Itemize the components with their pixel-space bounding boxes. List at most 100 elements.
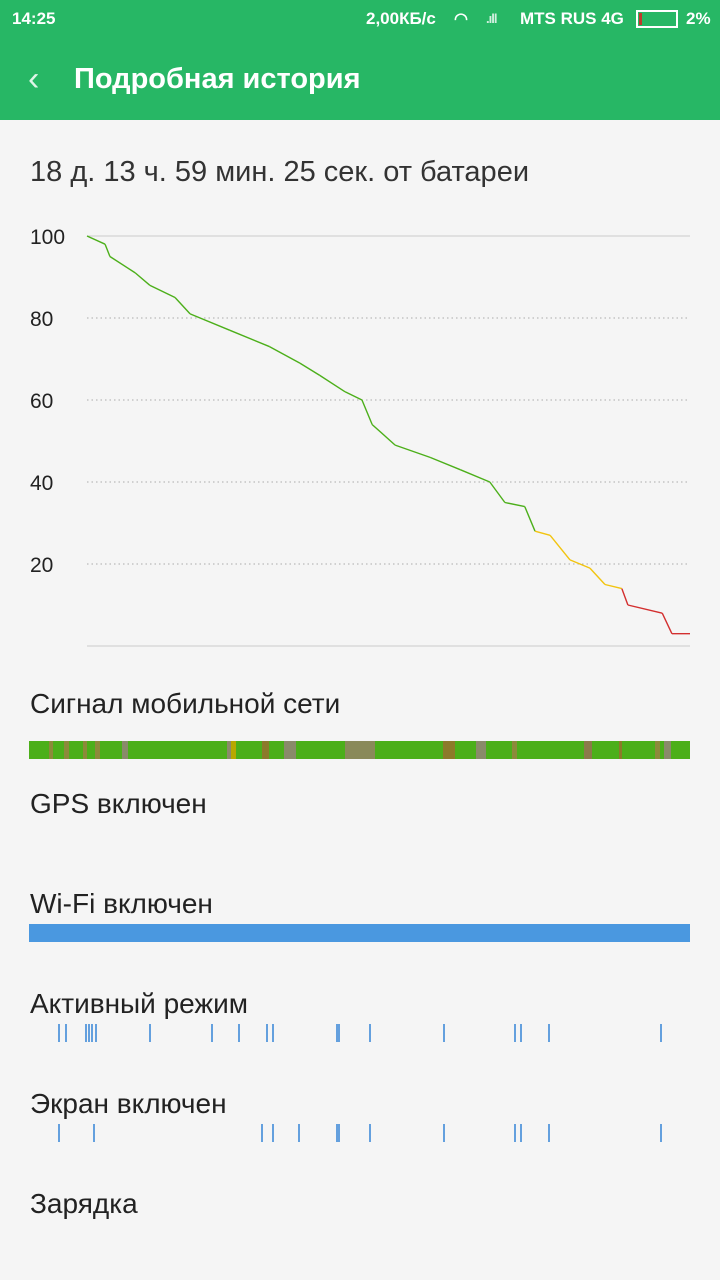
- screen-tick: [368, 1124, 371, 1142]
- screen-tick: [442, 1124, 445, 1142]
- signal-label: Сигнал мобильной сети: [30, 688, 341, 719]
- battery-line-segment: [149, 284, 176, 299]
- signal-segment: [95, 741, 100, 759]
- network-speed: 2,00КБ/с: [366, 9, 436, 28]
- y-tick-label: 40: [30, 472, 53, 495]
- battery-duration: 18 д. 13 ч. 59 мин. 25 сек. от батареи: [30, 156, 530, 188]
- signal-segment: [82, 741, 88, 759]
- battery-line-segment: [429, 456, 461, 471]
- signal-segment: [344, 741, 376, 759]
- active-tick: [91, 1024, 94, 1042]
- signal-segment: [261, 741, 269, 759]
- screen-tick: [58, 1124, 61, 1142]
- battery-line-segment: [104, 243, 111, 257]
- signal-segment: [475, 741, 486, 759]
- battery-line-segment: [504, 501, 525, 508]
- signal-segment: [512, 741, 517, 759]
- active-tick: [266, 1024, 269, 1042]
- battery-line-segment: [524, 506, 536, 532]
- battery-line-segment: [299, 362, 321, 376]
- active-tick: [547, 1024, 550, 1042]
- status-bar: 14:25 2,00КБ/с ◠ .ıll MTS RUS 4G 2%: [0, 0, 720, 38]
- active-tick: [514, 1024, 517, 1042]
- signal-segment: [48, 741, 54, 759]
- charging-label: Зарядка: [30, 1188, 138, 1219]
- battery-line-segment: [661, 612, 673, 634]
- active-tick: [442, 1024, 445, 1042]
- screen-tick: [93, 1124, 96, 1142]
- signal-segment: [64, 741, 69, 759]
- battery-chart: 100 80 60 40 20: [30, 226, 690, 647]
- active-tick: [335, 1024, 338, 1042]
- screen-ticks: [29, 1124, 690, 1142]
- active-tick: [237, 1024, 240, 1042]
- active-tick: [58, 1024, 61, 1042]
- battery-line-segment: [589, 567, 606, 585]
- screen-tick: [660, 1124, 663, 1142]
- battery-line-segment: [109, 255, 136, 274]
- active-tick: [660, 1024, 663, 1042]
- battery-line-segment: [229, 329, 270, 348]
- signal-segment: [664, 741, 672, 759]
- active-ticks: [29, 1024, 690, 1042]
- screen-label: Экран включен: [30, 1088, 227, 1119]
- signal-segment: [226, 741, 232, 759]
- battery-line-segment: [174, 297, 191, 315]
- battery-icon: [636, 8, 678, 28]
- battery-line-segment: [534, 530, 551, 536]
- active-label: Активный режим: [30, 988, 249, 1019]
- wifi-icon: ◠: [454, 11, 468, 28]
- signal-segment: [442, 741, 455, 759]
- active-tick: [64, 1024, 67, 1042]
- signal-segment: [231, 741, 236, 759]
- gps-label: GPS включен: [30, 788, 207, 819]
- battery-line-segment: [86, 235, 106, 245]
- active-tick: [337, 1024, 340, 1042]
- signal-segment: [583, 741, 593, 759]
- battery-line-segment: [604, 583, 623, 590]
- active-tick: [87, 1024, 90, 1042]
- y-tick-label: 80: [30, 308, 53, 331]
- battery-line-segment: [549, 534, 571, 561]
- carrier-name: MTS RUS 4G: [520, 9, 624, 28]
- screen-tick: [547, 1124, 550, 1142]
- signal-icon: .ıll: [486, 11, 497, 26]
- battery-line-segment: [189, 313, 231, 331]
- screen-tick: [335, 1124, 338, 1142]
- battery-line-segment: [371, 424, 396, 446]
- status-time: 14:25: [12, 9, 56, 28]
- battery-line-segment: [621, 588, 629, 606]
- battery-line-segment: [394, 444, 431, 459]
- battery-line-segment: [134, 272, 151, 286]
- y-tick-label: 100: [30, 226, 65, 249]
- back-button[interactable]: ‹: [28, 60, 39, 99]
- battery-line-segment: [569, 559, 591, 569]
- page-title: Подробная история: [74, 63, 361, 95]
- battery-line-segment: [319, 374, 346, 393]
- signal-bar: [29, 741, 690, 759]
- active-tick: [85, 1024, 88, 1042]
- active-tick: [149, 1024, 152, 1042]
- app-bar: ‹ Подробная история: [0, 38, 720, 120]
- battery-line-segment: [344, 391, 363, 401]
- signal-segment: [618, 741, 622, 759]
- active-tick: [368, 1024, 371, 1042]
- active-tick: [272, 1024, 275, 1042]
- screen-tick: [520, 1124, 523, 1142]
- screen-tick: [298, 1124, 301, 1142]
- signal-segment: [654, 741, 660, 759]
- y-tick-label: 60: [30, 390, 53, 413]
- battery-line-segment: [627, 604, 663, 614]
- signal-segment: [121, 741, 129, 759]
- screen-tick: [514, 1124, 517, 1142]
- active-tick: [210, 1024, 213, 1042]
- y-tick-label: 20: [30, 554, 53, 577]
- battery-percent: 2%: [686, 9, 711, 28]
- screen-tick: [272, 1124, 275, 1142]
- battery-line-segment: [459, 469, 491, 483]
- wifi-bar: [29, 924, 690, 942]
- screen-tick: [261, 1124, 263, 1142]
- wifi-label: Wi-Fi включен: [30, 888, 213, 919]
- active-tick: [520, 1024, 523, 1042]
- active-tick: [95, 1024, 98, 1042]
